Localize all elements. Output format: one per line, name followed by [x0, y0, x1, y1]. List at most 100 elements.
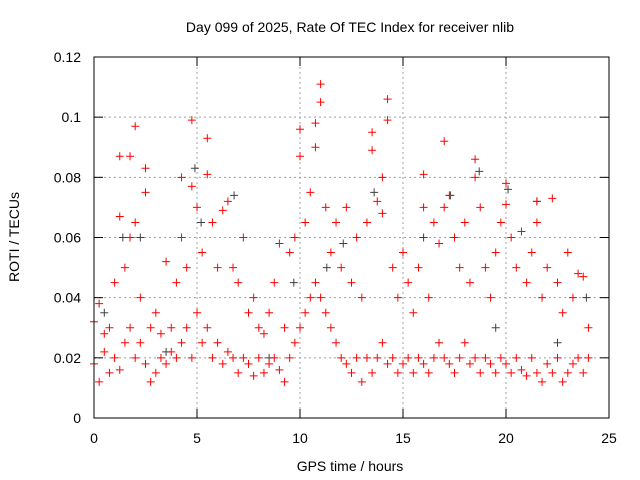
red-data-point — [579, 272, 588, 281]
red-data-point — [131, 353, 140, 362]
red-data-point — [141, 188, 150, 197]
x-tick-label: 25 — [601, 430, 617, 446]
red-data-point — [249, 371, 258, 380]
red-data-point — [362, 218, 371, 227]
red-data-point — [342, 203, 351, 212]
red-data-point — [203, 170, 212, 179]
red-data-point — [409, 308, 418, 317]
red-data-point — [131, 218, 140, 227]
red-data-point — [126, 152, 135, 161]
red-data-point — [399, 248, 407, 257]
red-data-point — [543, 359, 552, 368]
red-data-point — [527, 248, 536, 257]
red-data-point — [414, 263, 423, 272]
red-data-point — [321, 203, 330, 212]
red-data-point — [445, 359, 454, 368]
red-data-point — [136, 338, 145, 347]
red-data-point — [368, 368, 377, 377]
red-data-point — [105, 323, 114, 332]
red-data-point — [95, 377, 104, 386]
red-data-point — [156, 329, 165, 338]
red-data-point — [538, 377, 547, 386]
red-data-point — [162, 359, 171, 368]
y-tick-label: 0 — [73, 410, 81, 426]
red-data-point — [316, 293, 325, 302]
gray-data-point — [322, 263, 331, 272]
red-data-point — [182, 323, 191, 332]
red-data-point — [254, 353, 263, 362]
red-data-point — [198, 338, 207, 347]
x-tick-label: 10 — [292, 430, 308, 446]
red-data-point — [414, 353, 423, 362]
red-data-point — [95, 299, 104, 308]
red-data-point — [177, 233, 186, 242]
y-tick-label: 0.12 — [54, 49, 81, 65]
red-data-point — [393, 293, 402, 302]
red-data-point — [460, 338, 469, 347]
red-data-point — [131, 122, 140, 131]
red-data-point — [368, 128, 377, 137]
red-data-point — [115, 212, 124, 221]
red-data-point — [450, 368, 459, 377]
red-data-point — [558, 308, 567, 317]
red-data-point — [290, 338, 299, 347]
red-data-point — [100, 329, 109, 338]
red-data-point — [326, 248, 335, 257]
gray-data-point — [289, 278, 298, 287]
gray-data-point — [136, 233, 145, 242]
red-data-point — [378, 338, 387, 347]
red-data-point — [270, 353, 279, 362]
gray-data-point — [230, 191, 239, 200]
red-data-point — [105, 368, 114, 377]
red-data-point — [465, 278, 474, 287]
x-tick-label: 5 — [193, 430, 201, 446]
red-data-point — [424, 293, 433, 302]
red-data-point — [445, 191, 454, 200]
red-data-point — [532, 218, 541, 227]
red-data-point — [249, 293, 258, 302]
x-tick-label: 15 — [395, 430, 411, 446]
red-data-point — [198, 248, 207, 257]
gray-data-point — [339, 239, 348, 248]
x-tick-label: 0 — [90, 430, 98, 446]
red-data-point — [378, 209, 387, 218]
red-data-point — [486, 293, 495, 302]
red-data-point — [208, 353, 217, 362]
red-data-point — [296, 125, 304, 134]
red-data-point — [584, 323, 593, 332]
red-data-point — [167, 323, 176, 332]
red-data-point — [229, 263, 238, 272]
red-data-point — [388, 263, 397, 272]
y-tick-label: 0.06 — [54, 230, 81, 246]
red-data-point — [553, 278, 562, 287]
red-data-point — [471, 173, 480, 182]
red-data-point — [352, 353, 361, 362]
red-data-point — [177, 338, 186, 347]
red-data-point — [579, 368, 588, 377]
red-data-point — [223, 197, 232, 206]
red-data-point — [471, 353, 480, 362]
gray-data-point — [582, 293, 591, 302]
red-data-point — [512, 353, 521, 362]
y-tick-label: 0.08 — [54, 169, 81, 185]
red-data-point — [275, 239, 284, 248]
red-data-point — [522, 278, 531, 287]
red-data-point — [507, 368, 516, 377]
red-data-point — [213, 263, 222, 272]
red-data-point — [558, 377, 567, 386]
red-data-point — [548, 368, 557, 377]
red-data-point — [321, 308, 330, 317]
red-data-point — [177, 173, 186, 182]
red-data-point — [254, 323, 263, 332]
red-data-point — [440, 137, 449, 146]
red-data-point — [517, 365, 526, 374]
red-data-point — [120, 338, 129, 347]
chart-title: Day 099 of 2025, Rate Of TEC Index for r… — [186, 19, 514, 35]
red-data-point — [306, 188, 315, 197]
red-data-point — [568, 359, 577, 368]
y-tick-label: 0.04 — [54, 290, 81, 306]
red-data-point — [486, 359, 495, 368]
red-data-point — [337, 263, 346, 272]
red-data-point — [187, 353, 196, 362]
red-data-point — [357, 293, 366, 302]
